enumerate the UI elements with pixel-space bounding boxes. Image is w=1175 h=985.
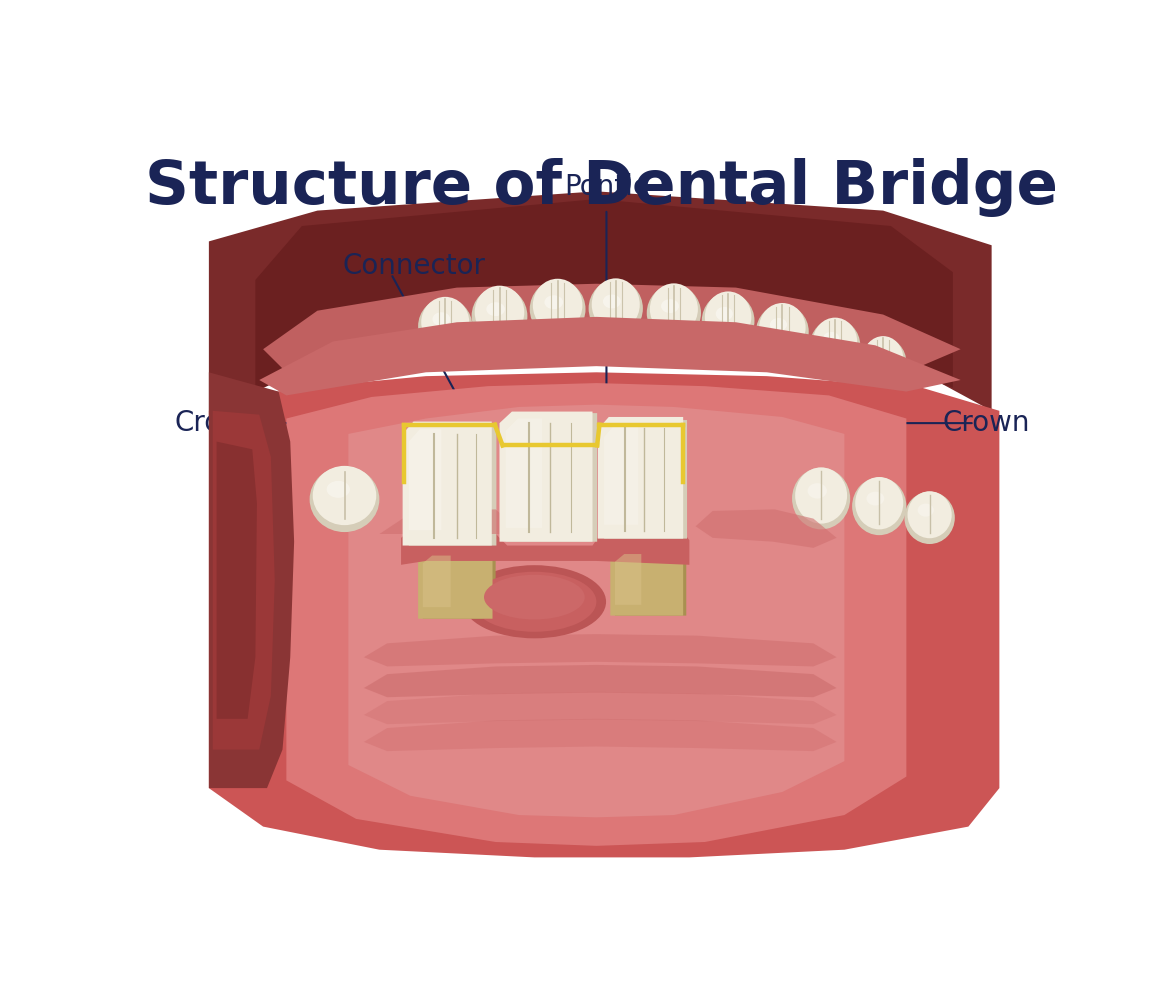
Ellipse shape (650, 284, 698, 335)
Ellipse shape (592, 279, 639, 331)
Polygon shape (409, 425, 496, 546)
Ellipse shape (432, 312, 450, 326)
Ellipse shape (421, 296, 469, 348)
Ellipse shape (418, 298, 472, 354)
Polygon shape (423, 556, 451, 607)
Text: Crown: Crown (942, 409, 1030, 437)
Ellipse shape (484, 575, 585, 620)
Ellipse shape (872, 350, 887, 361)
Text: Span: Span (503, 499, 573, 528)
Polygon shape (287, 383, 906, 846)
Ellipse shape (918, 503, 934, 517)
Ellipse shape (486, 302, 505, 316)
Polygon shape (213, 411, 275, 750)
Ellipse shape (646, 285, 701, 341)
Polygon shape (615, 554, 642, 605)
Ellipse shape (822, 332, 839, 345)
Ellipse shape (327, 481, 350, 497)
Ellipse shape (860, 338, 906, 387)
Ellipse shape (603, 295, 620, 308)
Ellipse shape (532, 279, 583, 332)
Polygon shape (209, 372, 1000, 857)
Polygon shape (604, 425, 638, 525)
Polygon shape (209, 191, 992, 419)
Polygon shape (423, 553, 496, 619)
Ellipse shape (589, 280, 643, 337)
Polygon shape (505, 413, 597, 542)
Polygon shape (409, 429, 442, 530)
Ellipse shape (866, 492, 885, 505)
Ellipse shape (530, 281, 585, 338)
Ellipse shape (310, 467, 380, 532)
Polygon shape (263, 284, 961, 376)
Ellipse shape (810, 319, 860, 371)
Ellipse shape (759, 303, 806, 353)
Text: Edentulous
ridge: Edentulous ridge (461, 626, 616, 689)
Ellipse shape (855, 477, 904, 529)
Polygon shape (380, 509, 526, 534)
Polygon shape (209, 372, 294, 788)
Polygon shape (598, 417, 683, 539)
Ellipse shape (471, 288, 528, 345)
Ellipse shape (662, 299, 679, 313)
Polygon shape (216, 441, 257, 719)
Polygon shape (418, 551, 492, 619)
Text: Connector: Connector (343, 252, 486, 280)
Ellipse shape (907, 492, 952, 538)
Polygon shape (696, 509, 837, 548)
Polygon shape (610, 550, 683, 616)
Polygon shape (403, 422, 492, 546)
Ellipse shape (475, 286, 524, 339)
Polygon shape (499, 412, 592, 542)
Ellipse shape (792, 468, 851, 529)
Ellipse shape (472, 571, 597, 631)
Text: Structure of Dental Bridge: Structure of Dental Bridge (146, 159, 1059, 218)
Ellipse shape (701, 293, 754, 349)
Ellipse shape (463, 565, 606, 638)
Polygon shape (364, 665, 837, 697)
Polygon shape (505, 419, 542, 528)
Ellipse shape (544, 296, 563, 309)
Polygon shape (255, 199, 953, 392)
Ellipse shape (795, 468, 847, 524)
Polygon shape (364, 691, 837, 724)
Ellipse shape (313, 466, 376, 525)
Text: Crown: Crown (174, 409, 262, 437)
Ellipse shape (852, 478, 906, 535)
Ellipse shape (862, 336, 904, 381)
Polygon shape (364, 634, 837, 667)
Ellipse shape (905, 492, 955, 544)
Ellipse shape (756, 304, 808, 359)
Ellipse shape (807, 484, 827, 498)
Ellipse shape (716, 307, 733, 321)
Polygon shape (615, 551, 686, 616)
Ellipse shape (813, 317, 858, 365)
Text: Prepared teeth: Prepared teeth (435, 796, 642, 823)
Polygon shape (604, 420, 687, 539)
Ellipse shape (705, 292, 751, 342)
Polygon shape (348, 405, 845, 818)
Text: Pontic: Pontic (564, 173, 649, 201)
Polygon shape (401, 525, 690, 564)
Polygon shape (260, 317, 961, 395)
Ellipse shape (770, 318, 787, 331)
Polygon shape (364, 719, 837, 752)
